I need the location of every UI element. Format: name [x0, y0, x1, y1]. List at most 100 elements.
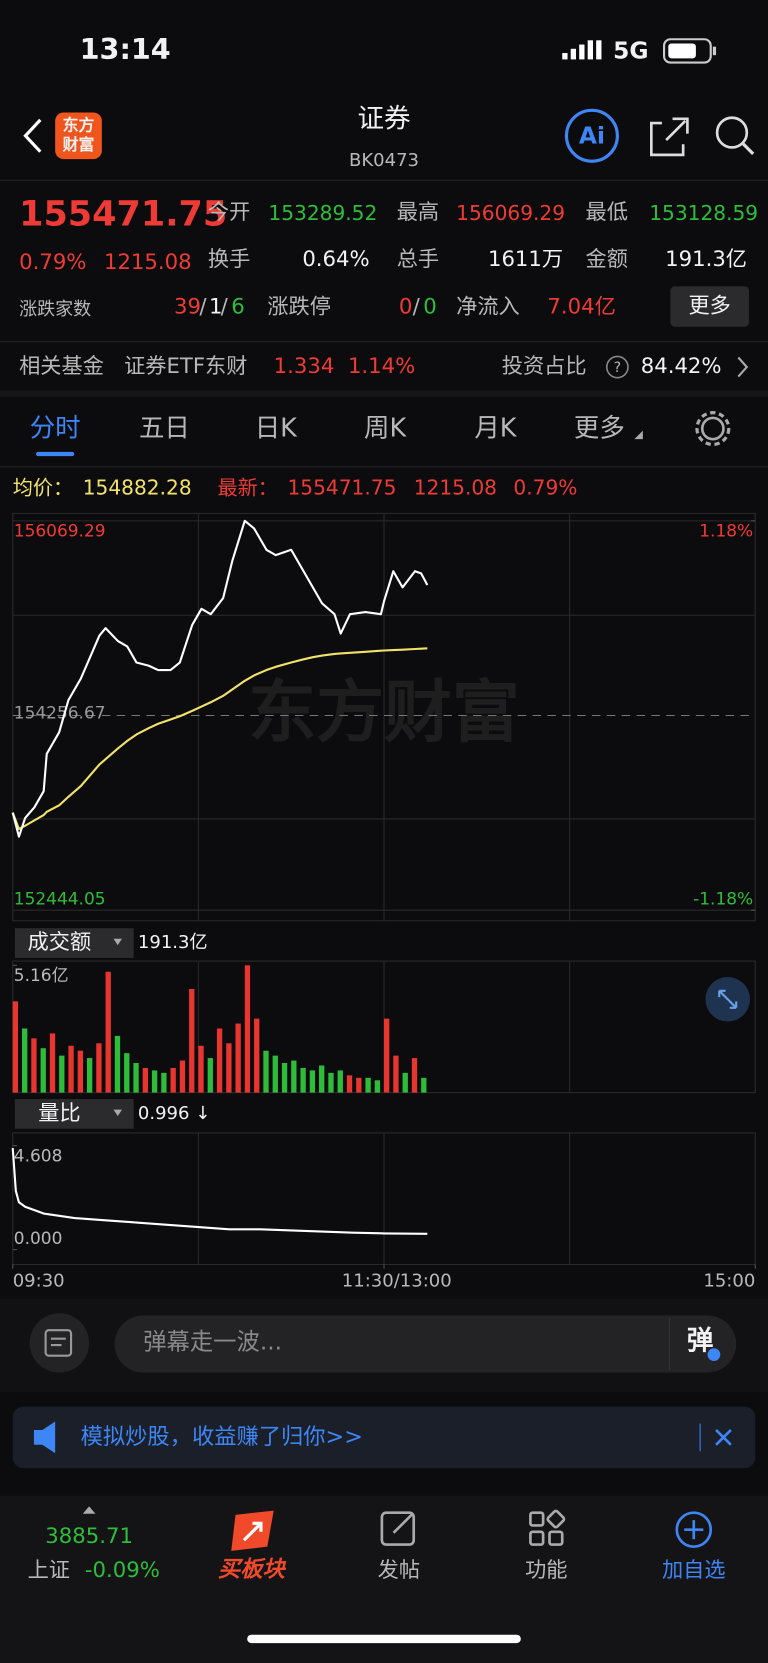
nav-label[interactable]: 发帖	[378, 1558, 420, 1583]
x-tick-label: 15:00	[703, 1270, 755, 1291]
legend-value: 0.79%	[513, 476, 577, 500]
volume-bar	[170, 1067, 176, 1093]
watermark: 东方财富	[248, 674, 520, 753]
stat-value: 156069.29	[456, 201, 565, 225]
back-button[interactable]	[23, 118, 42, 153]
y2-tick-label: 1.18%	[699, 521, 753, 541]
y-tick-label: 156069.29	[14, 521, 106, 541]
separator: /	[221, 295, 229, 320]
help-icon[interactable]	[605, 355, 629, 379]
legend-value: 1215.08	[414, 476, 497, 500]
help-icon-mark: ?	[614, 360, 621, 376]
limit-up: 0	[399, 295, 413, 320]
volume-bar	[124, 1053, 130, 1093]
indicator-selector[interactable]	[14, 1098, 134, 1129]
volume-bar	[133, 1063, 139, 1093]
tab[interactable]: 日K	[255, 414, 298, 444]
breadth-down: 6	[231, 295, 245, 320]
logo-text: 财富	[63, 135, 95, 154]
y-tick-label: 152444.05	[14, 890, 106, 910]
logo-text: 东方	[63, 116, 95, 135]
volume-bar	[421, 1077, 427, 1093]
volume-bar	[328, 1072, 334, 1093]
x-tick-label: 09:30	[13, 1270, 65, 1291]
volume-bar	[411, 1058, 418, 1093]
volume-bar	[114, 1035, 121, 1093]
comment-placeholder: 弹幕走一波...	[143, 1327, 282, 1355]
volume-bar	[356, 1077, 362, 1093]
fund-name[interactable]: 证券ETF东财	[124, 354, 247, 379]
signal-icon	[562, 40, 602, 60]
tab[interactable]: 五日	[139, 414, 190, 444]
stat-value: 0.64%	[302, 247, 369, 272]
search-button[interactable]	[715, 116, 755, 155]
close-button[interactable]	[715, 1429, 732, 1446]
nav-icon[interactable]	[675, 1511, 713, 1548]
volume-bar	[384, 1018, 390, 1093]
indicator-selector[interactable]	[14, 928, 134, 958]
y-tick-label: 5.16亿	[14, 966, 69, 986]
danmaku-toggle[interactable]	[29, 1313, 90, 1373]
share-value: 84.42%	[641, 354, 722, 379]
tab-caret	[634, 430, 643, 440]
indicator-name: 量比	[38, 1101, 80, 1126]
page-title: 证券	[358, 103, 411, 134]
tab[interactable]: 月K	[474, 414, 517, 444]
volume-bar	[189, 989, 195, 1093]
x-tick-label: 11:30/13:00	[342, 1270, 452, 1291]
expand-button[interactable]	[705, 976, 750, 1022]
nav-icon[interactable]	[529, 1509, 566, 1546]
ai-button[interactable]	[564, 108, 619, 163]
legend-label: 最新：	[217, 476, 277, 500]
stat-value: 153128.59	[649, 201, 758, 225]
settings-button[interactable]	[695, 411, 731, 447]
share-button[interactable]	[650, 117, 689, 157]
volume-bar	[142, 1067, 148, 1093]
indicator-name: 成交额	[28, 930, 92, 955]
index-value[interactable]: 3885.71	[45, 1524, 133, 1549]
promo-banner[interactable]	[12, 1406, 756, 1469]
nav-label[interactable]: 加自选	[662, 1558, 726, 1583]
nav-label[interactable]: 功能	[525, 1558, 567, 1583]
share-label: 投资占比	[502, 354, 587, 379]
inflow-value: 7.04亿	[547, 295, 615, 320]
comment-input[interactable]	[114, 1315, 737, 1373]
more-button[interactable]	[670, 286, 749, 327]
ai-label: Ai	[579, 121, 605, 149]
volume-bar	[207, 1058, 213, 1093]
volume-bar	[393, 1055, 399, 1093]
volume-bar	[198, 1045, 204, 1093]
volume-bar	[374, 1080, 381, 1093]
breadth-label: 涨跌家数	[19, 299, 91, 320]
y-tick-label: 0.000	[14, 1229, 63, 1249]
volume-bar	[309, 1070, 316, 1093]
speaker-icon	[33, 1421, 56, 1454]
inflow-label: 净流入	[456, 295, 520, 320]
banner-text[interactable]: 模拟炒股，收益赚了归你>>	[81, 1424, 363, 1450]
change: 1215.08	[104, 250, 192, 275]
volume-bar	[365, 1077, 371, 1093]
nav-icon[interactable]	[231, 1510, 274, 1551]
legend-label: 均价：	[13, 476, 73, 500]
chevron[interactable]	[737, 356, 749, 378]
stat-value: 153289.52	[268, 201, 377, 225]
volume-bar	[263, 1050, 269, 1093]
tab[interactable]: 周K	[364, 414, 407, 444]
volume-bar	[86, 1058, 93, 1093]
limit-down: 0	[423, 295, 437, 320]
nav-label[interactable]: 买板块	[218, 1556, 287, 1582]
stat-label: 换手	[208, 247, 250, 272]
nav-icon[interactable]	[380, 1511, 416, 1546]
indicator-value: 191.3亿	[138, 932, 208, 953]
volume-bar	[12, 1001, 19, 1093]
caret	[113, 938, 122, 946]
tab[interactable]: 更多	[574, 414, 625, 444]
change-pct: 0.79%	[19, 250, 86, 275]
logo	[55, 112, 102, 160]
tab[interactable]: 分时	[30, 414, 81, 444]
volume-bar	[105, 971, 111, 1093]
tab-indicator	[36, 451, 75, 457]
